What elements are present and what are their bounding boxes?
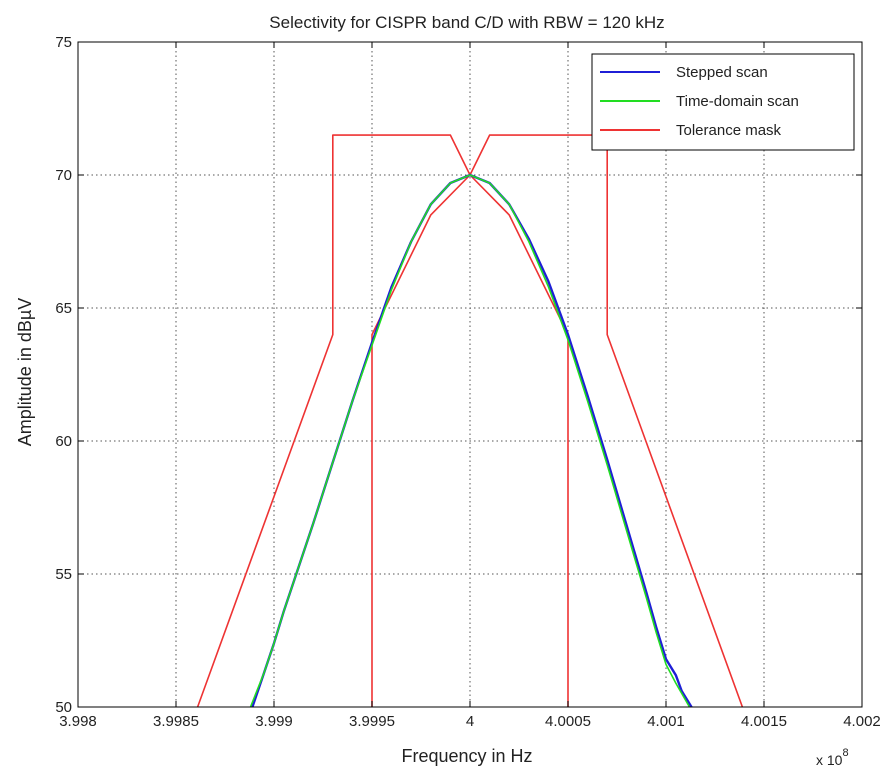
axis-ticks: 3.998 3.9985 3.999 3.9995 4 4.0005 4.001 4.0015… (55, 34, 880, 730)
x-axis-exponent-base: x 10 (816, 752, 843, 768)
chart-title: Selectivity for CISPR band C/D with RBW … (269, 13, 664, 32)
y-tick-label: 75 (55, 34, 72, 51)
y-tick-label: 55 (55, 566, 72, 583)
series-layer (196, 134, 744, 708)
y-axis-label: Amplitude in dBµV (15, 298, 35, 446)
y-tick-label: 65 (55, 300, 72, 317)
x-tick-label: 4.0015 (741, 713, 787, 730)
legend: Stepped scan Time-domain scan Tolerance ma… (591, 53, 855, 151)
x-tick-label: 3.999 (255, 713, 293, 730)
x-axis-exponent-power: 8 (842, 747, 848, 759)
y-tick-label: 50 (55, 699, 72, 716)
x-tick-label: 3.998 (59, 713, 97, 730)
x-tick-label: 4.002 (843, 713, 881, 730)
legend-label: Tolerance mask (676, 122, 782, 139)
x-axis-exponent-label: x 108 (816, 747, 849, 768)
series-line-time-domain-scan (249, 174, 691, 708)
x-axis-label: Frequency in Hz (401, 746, 532, 766)
y-tick-label: 70 (55, 167, 72, 184)
legend-label: Time-domain scan (676, 93, 799, 110)
x-tick-label: 3.9995 (349, 713, 395, 730)
x-tick-label: 4.0005 (545, 713, 591, 730)
y-tick-label: 60 (55, 433, 72, 450)
legend-label: Stepped scan (676, 64, 768, 81)
x-tick-label: 3.9985 (153, 713, 199, 730)
x-tick-label: 4 (466, 713, 474, 730)
x-tick-label: 4.001 (647, 713, 685, 730)
